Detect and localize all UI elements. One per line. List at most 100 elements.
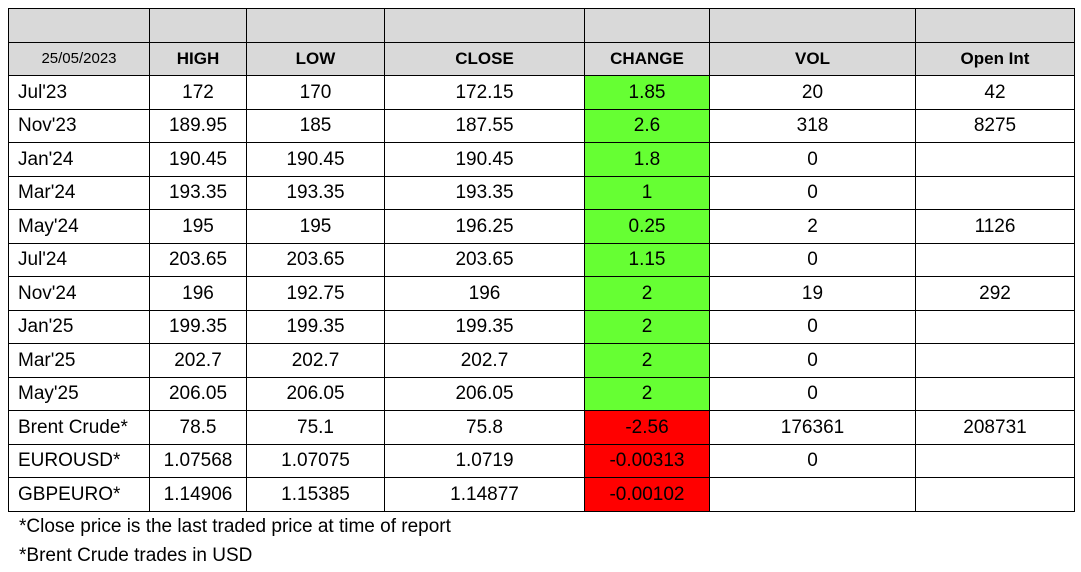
table-row: Nov'24 196 192.75 196 2 19 292	[8, 276, 1075, 311]
close-cell: 196.25	[384, 209, 585, 244]
header-close: CLOSE	[384, 41, 585, 76]
contract-cell: Nov'23	[8, 108, 150, 143]
vol-cell	[709, 477, 916, 512]
table-row: Mar'24 193.35 193.35 193.35 1 0	[8, 175, 1075, 210]
table-row: Jan'24 190.45 190.45 190.45 1.8 0	[8, 142, 1075, 177]
header-high: HIGH	[149, 41, 247, 76]
footnote-brent-currency: *Brent Crude trades in USD	[19, 545, 253, 566]
change-cell: 2	[584, 343, 710, 378]
low-cell: 206.05	[246, 376, 385, 411]
high-cell: 190.45	[149, 142, 247, 177]
low-cell: 199.35	[246, 309, 385, 344]
vol-cell: 20	[709, 75, 916, 110]
change-cell: 1.85	[584, 75, 710, 110]
close-cell: 206.05	[384, 376, 585, 411]
low-cell: 185	[246, 108, 385, 143]
high-cell: 78.5	[149, 410, 247, 445]
blank-header-cell	[384, 8, 585, 43]
close-cell: 196	[384, 276, 585, 311]
table-row: EUROUSD* 1.07568 1.07075 1.0719 -0.00313 0	[8, 443, 1075, 478]
column-header-row: 25/05/2023 HIGH LOW CLOSE CHANGE VOL Ope…	[8, 41, 1075, 76]
change-cell: 2	[584, 376, 710, 411]
table-row: Nov'23 189.95 185 187.55 2.6 318 8275	[8, 108, 1075, 143]
close-cell: 187.55	[384, 108, 585, 143]
close-cell: 1.0719	[384, 443, 585, 478]
low-cell: 203.65	[246, 242, 385, 277]
vol-cell: 0	[709, 142, 916, 177]
open-int-cell	[915, 175, 1075, 210]
vol-cell: 0	[709, 443, 916, 478]
high-cell: 1.07568	[149, 443, 247, 478]
blank-header-cell	[246, 8, 385, 43]
header-change: CHANGE	[584, 41, 710, 76]
contract-cell: May'25	[8, 376, 150, 411]
header-vol: VOL	[709, 41, 916, 76]
table-row: Brent Crude* 78.5 75.1 75.8 -2.56 176361 20873…	[8, 410, 1075, 445]
table-row: GBPEURO* 1.14906 1.15385 1.14877 -0.00102	[8, 477, 1075, 512]
close-cell: 1.14877	[384, 477, 585, 512]
blank-header-cell	[709, 8, 916, 43]
change-cell: 0.25	[584, 209, 710, 244]
table-body: 25/05/2023 HIGH LOW CLOSE CHANGE VOL Ope…	[8, 8, 1075, 512]
open-int-cell	[915, 242, 1075, 277]
open-int-cell	[915, 142, 1075, 177]
header-open-int: Open Int	[915, 41, 1075, 76]
change-cell: 2	[584, 309, 710, 344]
contract-cell: Jan'24	[8, 142, 150, 177]
table-row: Mar'25 202.7 202.7 202.7 2 0	[8, 343, 1075, 378]
close-cell: 199.35	[384, 309, 585, 344]
change-cell: 2.6	[584, 108, 710, 143]
open-int-cell: 42	[915, 75, 1075, 110]
close-cell: 172.15	[384, 75, 585, 110]
high-cell: 206.05	[149, 376, 247, 411]
vol-cell: 0	[709, 242, 916, 277]
report-date: 25/05/2023	[8, 41, 150, 76]
close-cell: 202.7	[384, 343, 585, 378]
contract-cell: Jan'25	[8, 309, 150, 344]
high-cell: 202.7	[149, 343, 247, 378]
high-cell: 196	[149, 276, 247, 311]
contract-cell: Jul'23	[8, 75, 150, 110]
blank-header-cell	[915, 8, 1075, 43]
contract-cell: Brent Crude*	[8, 410, 150, 445]
vol-cell: 176361	[709, 410, 916, 445]
low-cell: 192.75	[246, 276, 385, 311]
open-int-cell: 8275	[915, 108, 1075, 143]
contract-cell: Jul'24	[8, 242, 150, 277]
low-cell: 170	[246, 75, 385, 110]
low-cell: 75.1	[246, 410, 385, 445]
table-row: Jul'23 172 170 172.15 1.85 20 42	[8, 75, 1075, 110]
close-cell: 193.35	[384, 175, 585, 210]
contract-cell: May'24	[8, 209, 150, 244]
vol-cell: 0	[709, 376, 916, 411]
header-low: LOW	[246, 41, 385, 76]
table-row: Jan'25 199.35 199.35 199.35 2 0	[8, 309, 1075, 344]
vol-cell: 2	[709, 209, 916, 244]
footnote-close-price: *Close price is the last traded price at…	[19, 516, 451, 537]
change-cell: -0.00313	[584, 443, 710, 478]
high-cell: 172	[149, 75, 247, 110]
high-cell: 199.35	[149, 309, 247, 344]
open-int-cell: 1126	[915, 209, 1075, 244]
high-cell: 193.35	[149, 175, 247, 210]
contract-cell: Mar'24	[8, 175, 150, 210]
open-int-cell	[915, 376, 1075, 411]
open-int-cell	[915, 477, 1075, 512]
contract-cell: EUROUSD*	[8, 443, 150, 478]
vol-cell: 0	[709, 309, 916, 344]
open-int-cell: 208731	[915, 410, 1075, 445]
contract-cell: Nov'24	[8, 276, 150, 311]
high-cell: 1.14906	[149, 477, 247, 512]
change-cell: 1	[584, 175, 710, 210]
open-int-cell	[915, 309, 1075, 344]
change-cell: -0.00102	[584, 477, 710, 512]
table-row: Jul'24 203.65 203.65 203.65 1.15 0	[8, 242, 1075, 277]
close-cell: 190.45	[384, 142, 585, 177]
open-int-cell: 292	[915, 276, 1075, 311]
blank-header-cell	[584, 8, 710, 43]
close-cell: 75.8	[384, 410, 585, 445]
vol-cell: 318	[709, 108, 916, 143]
change-cell: -2.56	[584, 410, 710, 445]
low-cell: 1.07075	[246, 443, 385, 478]
high-cell: 195	[149, 209, 247, 244]
